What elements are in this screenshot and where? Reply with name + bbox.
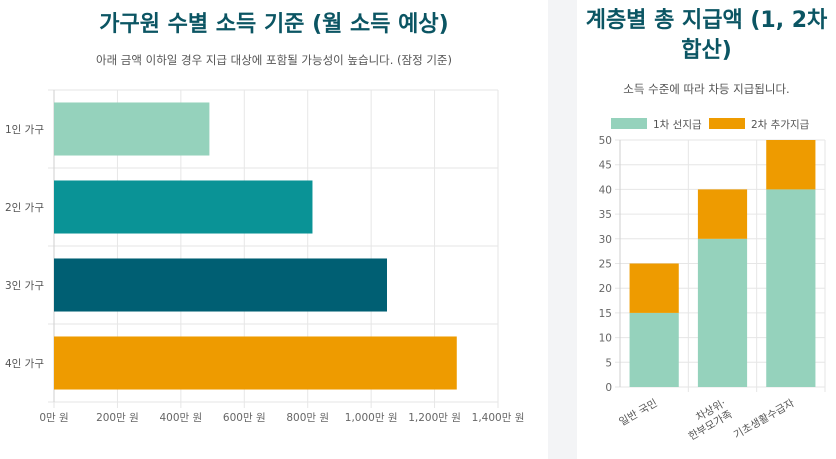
- legend-swatch-2: [709, 118, 745, 129]
- legend-label-2: 2차 추가지급: [751, 119, 810, 131]
- category-label: 일반 국민: [617, 396, 660, 428]
- x-tick-label: 1,200만 원: [408, 412, 461, 424]
- category-label: 2인 가구: [5, 202, 44, 214]
- legend-swatch-1: [611, 118, 647, 129]
- bar-1-segment-1: [629, 312, 679, 387]
- legend-label-1: 1차 선지급: [653, 119, 702, 131]
- y-tick-label: 30: [599, 234, 612, 246]
- payment-stacked-bar-chart: 1차 선지급 2차 추가지급 0 5 10 15 20 25 30 35 40 45 50 일반 국민 차상…: [599, 118, 826, 443]
- y-tick-label: 35: [599, 209, 612, 221]
- x-tick-label: 800만 원: [286, 412, 329, 424]
- bar-2-segment-1: [697, 238, 748, 387]
- income-chart-subtitle: 아래 금액 이하일 경우 지급 대상에 포함될 가능성이 높습니다. (잠정 기…: [95, 53, 452, 67]
- bar-2: [54, 180, 313, 234]
- y-tick-label: 45: [599, 160, 612, 172]
- payment-chart-subtitle: 소득 수준에 따라 차등 지급됩니다.: [623, 82, 790, 96]
- y-tick-label: 40: [599, 184, 612, 196]
- y-tick-label: 20: [599, 283, 612, 295]
- x-tick-label: 1,400만 원: [472, 412, 525, 424]
- bar-2-segment-2: [697, 189, 748, 239]
- category-label: 차상위·한부모가족: [680, 396, 735, 443]
- y-tick-label: 50: [599, 135, 612, 147]
- category-label: 3인 가구: [5, 280, 44, 292]
- category-label: 4인 가구: [5, 358, 44, 370]
- income-chart-panel: 가구원 수별 소득 기준 (월 소득 예상) 아래 금액 이하일 경우 지급 대…: [0, 0, 548, 459]
- bar-1-segment-2: [629, 263, 679, 313]
- category-label: 1인 가구: [5, 124, 44, 136]
- payment-chart-panel: 계층별 총 지급액 (1, 2차 합산) 소득 수준에 따라 차등 지급됩니다.…: [577, 0, 836, 459]
- x-tick-label: 1,000만 원: [345, 412, 398, 424]
- bar-4: [54, 336, 457, 390]
- income-bar-chart: 0만 원 200만 원 400만 원 600만 원 800만 원 1,000만 원 1,20…: [5, 89, 525, 424]
- x-tick-label: 600만 원: [223, 412, 266, 424]
- bar-3-segment-1: [766, 189, 816, 387]
- bar-3-segment-2: [766, 140, 816, 190]
- y-tick-label: 10: [599, 333, 612, 345]
- x-tick-label: 200만 원: [96, 412, 139, 424]
- y-tick-label: 5: [605, 357, 612, 369]
- payment-chart-title: 계층별 총 지급액 (1, 2차 합산): [585, 8, 828, 63]
- bar-1: [54, 102, 210, 156]
- bar-3: [54, 258, 387, 312]
- income-chart-title: 가구원 수별 소득 기준 (월 소득 예상): [99, 12, 449, 37]
- y-tick-label: 0: [605, 382, 612, 394]
- category-label: 기초생활수급자: [731, 396, 796, 441]
- x-tick-label: 0만 원: [39, 412, 68, 424]
- x-tick-label: 400만 원: [160, 412, 203, 424]
- y-tick-label: 25: [599, 259, 612, 271]
- y-tick-label: 15: [599, 308, 612, 320]
